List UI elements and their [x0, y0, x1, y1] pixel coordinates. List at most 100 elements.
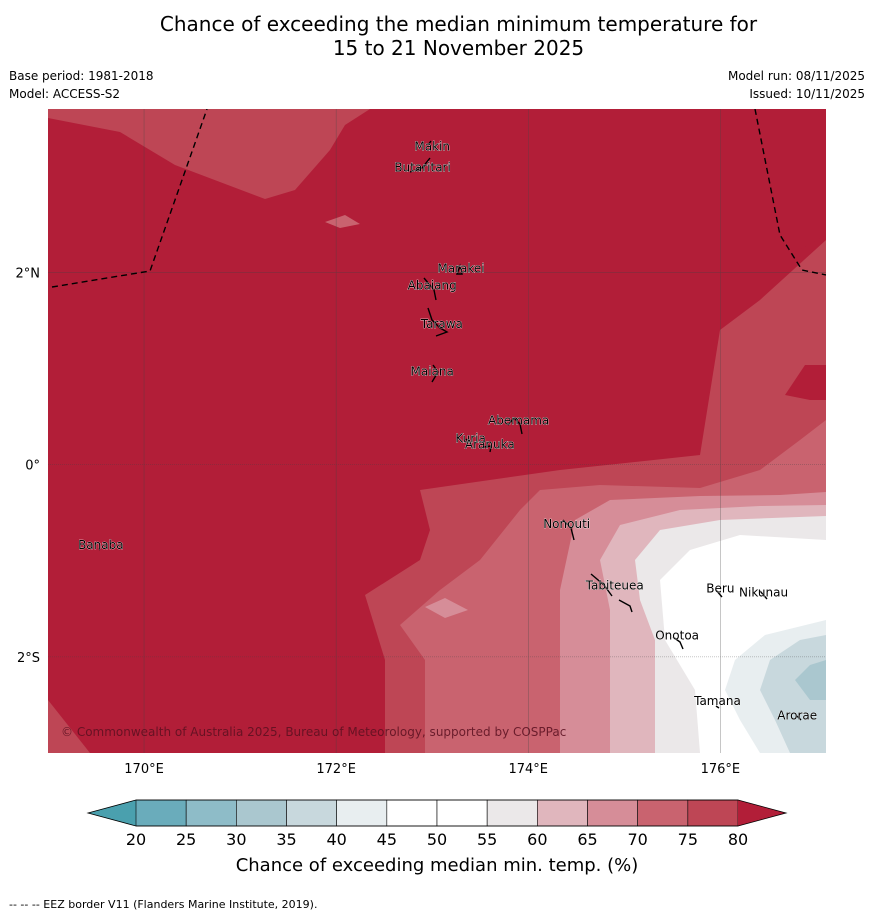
colorbar-tick-label: 75 — [678, 830, 698, 849]
field-over-80-east-patch — [785, 365, 826, 400]
island-label-tabiteuea: Tabiteuea — [585, 579, 644, 593]
island-label-nonouti: Nonouti — [543, 517, 590, 531]
colorbar-cell — [637, 799, 689, 827]
field-70-75-patch — [325, 215, 360, 228]
abaiang-outline — [423, 277, 437, 301]
y-tick-label: 2°N — [16, 266, 41, 281]
island-label-abaiang: Abaiang — [408, 279, 457, 293]
colorbar-cell — [436, 799, 488, 827]
x-tick-label: 170°E — [124, 762, 164, 777]
island-outlines — [98, 140, 802, 721]
island-label-onotoa: Onotoa — [655, 629, 699, 643]
island-label-arorae: Arorae — [777, 708, 817, 722]
colorbar-outline — [86, 799, 788, 827]
y-tick-label: 2°S — [17, 651, 40, 666]
colorbar-under-arrow — [88, 800, 136, 826]
colorbar-title: Chance of exceeding median min. temp. (%… — [236, 855, 639, 876]
x-tick-label: 174°E — [508, 762, 548, 777]
issued-date: Issued: 10/11/2025 — [749, 87, 865, 101]
field-75-80-sw — [48, 700, 90, 753]
island-label-abemama: Abemama — [488, 413, 549, 427]
colorbar-tick-label: 70 — [627, 830, 647, 849]
model-run: Model run: 08/11/2025 — [727, 69, 865, 83]
colorbar-cell — [185, 799, 237, 827]
colorbar-cells — [135, 799, 739, 827]
island-label-makin: Makin — [414, 139, 450, 153]
colorbar-cell — [486, 799, 538, 827]
island-label-tarawa: Tarawa — [420, 317, 463, 331]
colorbar-tick-label: 65 — [577, 830, 597, 849]
island-label-nikunau: Nikunau — [739, 585, 788, 599]
tamana-outline — [715, 705, 720, 709]
colorbar-tick-label: 20 — [126, 830, 146, 849]
island-label-beru: Beru — [706, 581, 734, 595]
field-over-80-ne — [790, 109, 826, 255]
x-tick-label: 176°E — [701, 762, 741, 777]
colorbar-tick-label: 45 — [377, 830, 397, 849]
island-label-tamana: Tamana — [693, 694, 741, 708]
y-tick-label: 0° — [25, 459, 40, 474]
eez-border — [51, 109, 826, 288]
model-name: Model: ACCESS-S2 — [9, 87, 121, 101]
chart-title: Chance of exceeding the median minimum t… — [0, 12, 873, 60]
colorbar-cell — [537, 799, 588, 827]
tabiteuea-outline — [590, 573, 633, 613]
colorbar-cell — [135, 799, 187, 827]
colorbar-tick-labels: 20 25 30 35 40 45 50 55 60 65 70 75 80 — [126, 830, 748, 849]
island-label-marakei: Marakei — [437, 261, 484, 275]
field-75-80-north — [48, 109, 370, 199]
x-tick-label: 172°E — [316, 762, 356, 777]
probability-field: Makin Butaritari Marakei Abaiang Tarawa Maian… — [48, 109, 826, 753]
butaritari-outline — [409, 157, 431, 173]
colorbar: 20 25 30 35 40 45 50 55 60 65 70 75 80 Chance of exc… — [86, 799, 788, 876]
x-axis-ticks: 170°E 172°E 174°E 176°E — [124, 762, 740, 777]
arorae-outline — [796, 715, 802, 721]
onotoa-outline — [672, 636, 684, 650]
colorbar-cell — [236, 799, 287, 827]
abemama-outline — [507, 416, 523, 435]
y-axis-ticks: 2°N 0° 2°S — [16, 266, 41, 665]
colorbar-cell — [687, 799, 739, 827]
colorbar-tick-label: 35 — [276, 830, 296, 849]
marakei-outline — [455, 263, 463, 275]
colorbar-over-arrow — [738, 800, 786, 826]
eez-footnote: -- -- -- EEZ border V11 (Flanders Marine… — [9, 898, 318, 911]
field-65-70-patch — [425, 598, 468, 618]
title-line-2: 15 to 21 November 2025 — [332, 36, 585, 60]
aranuka-outline — [483, 445, 492, 453]
island-label-kuria: Kuria — [455, 432, 486, 446]
island-label-banaba: Banaba — [78, 538, 124, 552]
island-label-aranuka: Aranuka — [465, 437, 515, 451]
eez-border-west — [51, 109, 208, 288]
kuria-outline — [465, 438, 472, 445]
makin-outline — [427, 140, 432, 146]
nonouti-outline — [562, 519, 575, 541]
colorbar-tick-label: 55 — [477, 830, 497, 849]
island-label-butaritari: Butaritari — [394, 160, 451, 174]
colorbar-cell — [587, 799, 638, 827]
colorbar-cell — [386, 799, 438, 827]
field-30-35 — [795, 660, 826, 700]
colorbar-tick-label: 50 — [427, 830, 447, 849]
meta-right: Model run: 08/11/2025 Issued: 10/11/2025 — [728, 67, 865, 103]
colorbar-cell — [336, 799, 388, 827]
maiana-outline — [431, 364, 439, 383]
nikunau-outline — [759, 590, 768, 600]
tarawa-outline — [427, 307, 449, 337]
title-line-1: Chance of exceeding the median minimum t… — [159, 12, 758, 36]
base-period: Base period: 1981-2018 — [9, 69, 154, 83]
colorbar-cell — [286, 799, 337, 827]
colorbar-tick-label: 40 — [326, 830, 346, 849]
island-label-maiana: Maiana — [411, 364, 454, 378]
banaba-outline — [98, 547, 101, 551]
island-labels: Makin Butaritari Marakei Abaiang Tarawa Maian… — [78, 139, 818, 723]
colorbar-tick-label: 25 — [176, 830, 196, 849]
beru-outline — [715, 589, 723, 598]
eez-border-east — [754, 109, 826, 276]
graticule — [48, 109, 826, 753]
copyright-notice: © Commonwealth of Australia 2025, Bureau… — [61, 725, 566, 739]
field-35-40 — [760, 635, 826, 753]
colorbar-tick-label: 80 — [728, 830, 748, 849]
colorbar-tick-label: 30 — [226, 830, 246, 849]
